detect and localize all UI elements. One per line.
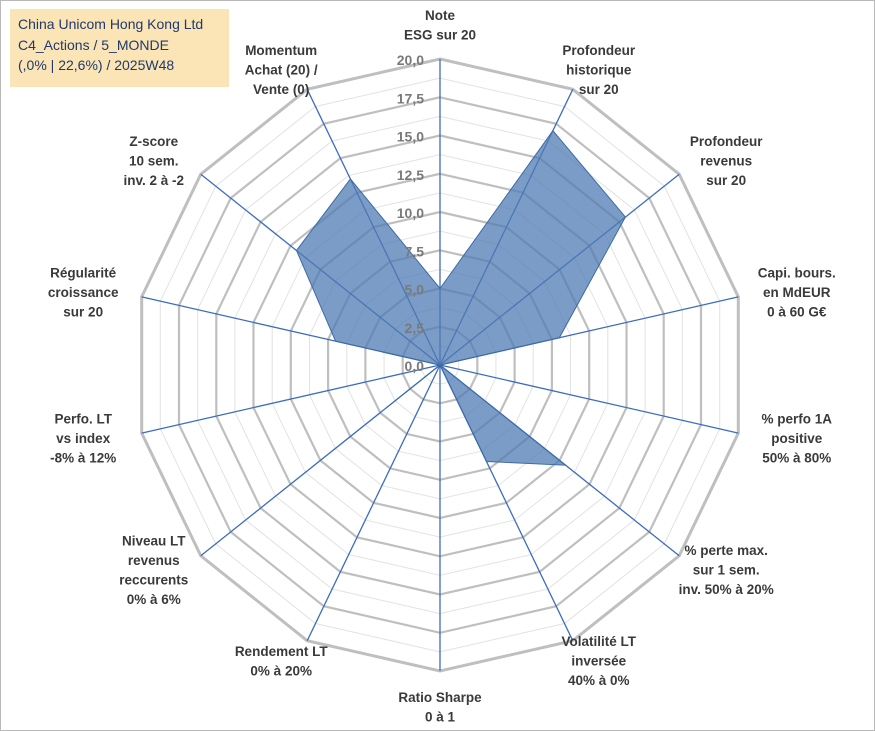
axis-label: Perfo. LT vs index -8% à 12% (50, 412, 116, 466)
axis-label: Note ESG sur 20 (404, 8, 476, 43)
tick-label: 17,5 (397, 90, 424, 106)
axis-label: Z-score 10 sem. inv. 2 à -2 (124, 134, 185, 188)
axis-label: % perte max. sur 1 sem. inv. 50% à 20% (679, 543, 774, 597)
axis-spoke (439, 364, 739, 434)
series-layer (295, 129, 627, 466)
chart-title-portfolio: C4_Actions / 5_MONDE (18, 36, 169, 53)
tick-label: 7,5 (405, 243, 425, 259)
axis-label: Volatilité LT inversée 40% à 0% (562, 634, 637, 688)
axis-label: % perfo 1A positive 50% à 80% (762, 412, 833, 466)
axis-label: Profondeur revenus sur 20 (690, 134, 763, 188)
axis-spoke (306, 364, 441, 641)
axis-label: Régularité croissance sur 20 (48, 266, 119, 320)
axis-spoke (141, 364, 441, 434)
chart-title-period: (,0% | 22,6%) / 2025W48 (18, 57, 175, 73)
axis-label: Momentum Achat (20) / Vente (0) (245, 43, 318, 97)
tick-layer: 0,0 2,5 5,0 7,5 10,0 12,5 15,0 17,5 20,0 (397, 52, 424, 374)
tick-label: 15,0 (397, 129, 424, 145)
axis-label: Ratio Sharpe 0 à 1 (398, 690, 482, 725)
tick-label: 20,0 (397, 52, 424, 68)
tick-label: 10,0 (397, 205, 424, 221)
chart-title-company: China Unicom Hong Kong Ltd (18, 16, 204, 32)
tick-label: 5,0 (405, 282, 425, 298)
label-layer: Note ESG sur 20 Profondeur historique sur 20… (48, 8, 836, 725)
axis-label: Rendement LT 0% à 20% (235, 644, 329, 679)
axis-label: Profondeur historique sur 20 (562, 43, 635, 97)
axis-label: Capi. bours. en MdEUR 0 à 60 G€ (758, 266, 836, 320)
tick-label: 12,5 (397, 167, 424, 183)
axis-label: Niveau LT revenus reccurents 0% à 6% (119, 533, 188, 607)
tick-label: 0,0 (405, 358, 425, 374)
chart-title-box: China Unicom Hong Kong Ltd C4_Actions / … (10, 9, 229, 87)
series-area (295, 129, 627, 466)
tick-label: 2,5 (405, 320, 425, 336)
